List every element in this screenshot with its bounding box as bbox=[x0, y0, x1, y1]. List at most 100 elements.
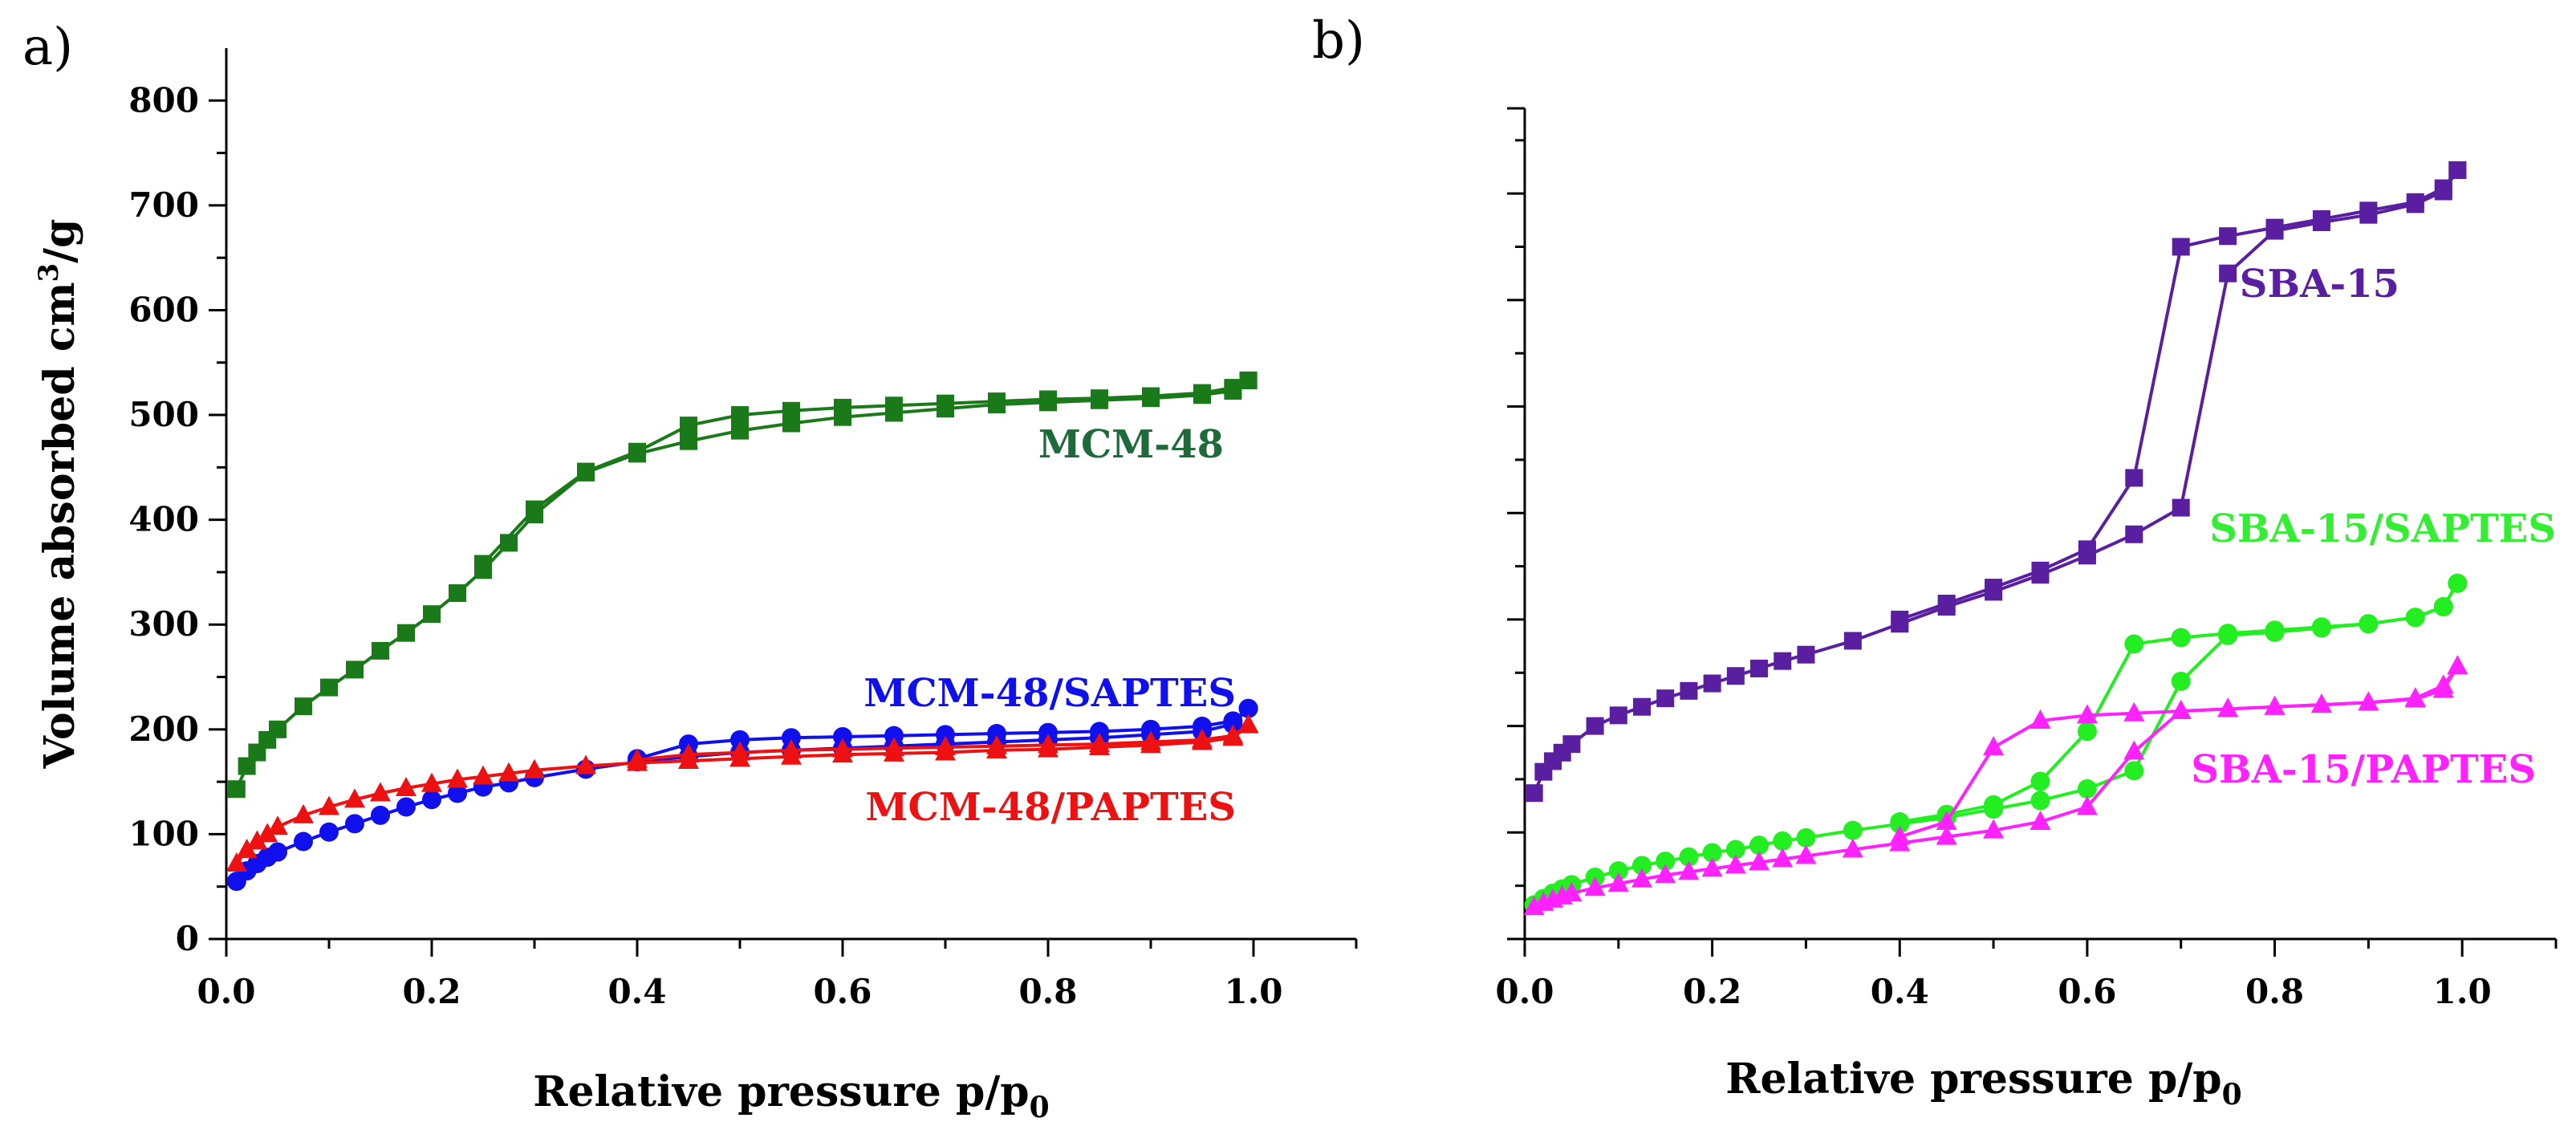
data-point bbox=[257, 823, 278, 843]
data-point bbox=[2030, 791, 2050, 811]
data-point bbox=[238, 757, 256, 775]
data-point bbox=[1193, 716, 1212, 736]
data-point bbox=[1679, 847, 1699, 867]
data-point bbox=[474, 555, 492, 573]
data-point bbox=[2124, 761, 2144, 781]
data-point bbox=[1141, 719, 1160, 739]
x-tick-label: 1.0 bbox=[1224, 972, 1282, 1011]
data-point bbox=[2030, 771, 2050, 791]
data-point bbox=[627, 748, 648, 768]
chart-panel-b: b) 0.0 0.2 0.4 0.6 0.8 1.0 Relative pressure p/… bbox=[1312, 11, 2558, 1112]
data-point bbox=[524, 758, 545, 778]
data-point bbox=[268, 842, 287, 862]
data-point bbox=[2218, 624, 2238, 644]
data-point bbox=[320, 678, 338, 697]
data-point bbox=[834, 398, 851, 417]
data-point bbox=[628, 442, 646, 461]
data-point bbox=[1795, 844, 1817, 864]
data-point bbox=[1238, 698, 1258, 718]
x-axis-title-subscript: 0 bbox=[1030, 1091, 1050, 1124]
data-point bbox=[1702, 843, 1722, 863]
data-point bbox=[1796, 827, 1816, 848]
x-tick-label: 0.2 bbox=[402, 972, 461, 1011]
x-tick-label: 0.4 bbox=[1871, 972, 1929, 1011]
data-point bbox=[731, 421, 749, 440]
data-point bbox=[2077, 778, 2097, 799]
y-axis-title-superscript: 3 bbox=[33, 263, 65, 282]
data-point bbox=[396, 797, 416, 817]
series-mcm-48 bbox=[227, 371, 1258, 799]
data-point bbox=[2078, 540, 2096, 559]
data-point bbox=[1985, 579, 2003, 597]
x-tick-label: 0.6 bbox=[813, 972, 872, 1011]
data-point bbox=[397, 624, 415, 642]
data-point bbox=[1936, 811, 1957, 831]
data-point bbox=[498, 762, 519, 782]
data-point bbox=[1223, 711, 1243, 731]
data-point bbox=[344, 788, 365, 808]
series-sba-15-saptes bbox=[1524, 573, 2468, 915]
series-label: MCM-48 bbox=[1038, 422, 1224, 467]
y-axis-title: Volume absorbed cm3/g bbox=[33, 218, 84, 769]
data-point bbox=[319, 795, 339, 815]
desorption-line bbox=[636, 723, 1249, 762]
panel-letter: a) bbox=[22, 18, 73, 77]
data-point bbox=[729, 741, 750, 761]
data-point bbox=[1678, 860, 1700, 880]
data-point bbox=[2264, 695, 2285, 715]
data-point bbox=[1843, 632, 1862, 650]
panel-letter: b) bbox=[1312, 11, 1365, 71]
data-point bbox=[1586, 717, 1604, 735]
data-point bbox=[371, 805, 390, 825]
data-point bbox=[986, 734, 1007, 754]
data-point bbox=[1607, 872, 1629, 892]
x-tick-label: 0.0 bbox=[1495, 972, 1554, 1011]
data-point bbox=[370, 782, 391, 802]
data-point bbox=[236, 839, 258, 858]
data-point bbox=[937, 394, 954, 413]
series-label: MCM-48/SAPTES bbox=[863, 671, 1236, 716]
series-label: SBA-15/PAPTES bbox=[2191, 747, 2536, 792]
data-point bbox=[1889, 825, 1911, 845]
data-point bbox=[2125, 525, 2143, 543]
data-point bbox=[781, 738, 802, 758]
data-point bbox=[2171, 671, 2191, 691]
data-point bbox=[396, 776, 416, 796]
x-tick-label: 0.8 bbox=[2245, 972, 2304, 1011]
series-sba-15 bbox=[1525, 161, 2467, 803]
data-point bbox=[884, 726, 904, 746]
data-point bbox=[2448, 573, 2468, 593]
data-point bbox=[1239, 371, 1258, 389]
x-tick-label: 0.6 bbox=[2058, 972, 2116, 1011]
data-point bbox=[449, 584, 466, 603]
data-point bbox=[2171, 628, 2191, 648]
data-point bbox=[577, 462, 595, 481]
data-point bbox=[680, 417, 697, 435]
data-point bbox=[2448, 161, 2467, 179]
data-point bbox=[346, 661, 364, 679]
chart-panel-a: a) 0.0 0.2 0.4 0.6 0.8 1.0 0 100 200 300 400 500 600 7… bbox=[22, 18, 1358, 1124]
data-point bbox=[1222, 724, 1244, 744]
data-point bbox=[1703, 674, 1721, 693]
data-point bbox=[2123, 740, 2145, 760]
data-point bbox=[246, 830, 268, 850]
data-point bbox=[473, 765, 494, 785]
series-label: MCM-48/PAPTES bbox=[865, 785, 1236, 830]
data-point bbox=[2219, 227, 2237, 246]
series-sba-15-paptes bbox=[1523, 655, 2468, 916]
data-point bbox=[2310, 693, 2332, 713]
data-point bbox=[1725, 854, 1746, 874]
data-point bbox=[987, 724, 1006, 744]
y-tick-label: 700 bbox=[128, 185, 199, 225]
data-point bbox=[372, 641, 389, 660]
data-point bbox=[1525, 784, 1543, 803]
data-point bbox=[1091, 389, 1108, 408]
data-point bbox=[269, 720, 286, 738]
data-point bbox=[1237, 713, 1259, 734]
data-point bbox=[2217, 697, 2239, 717]
y-tick-label: 500 bbox=[128, 395, 199, 434]
data-point bbox=[1890, 812, 1910, 832]
data-point bbox=[295, 697, 312, 716]
data-point bbox=[680, 432, 697, 450]
data-point bbox=[1984, 795, 2004, 815]
